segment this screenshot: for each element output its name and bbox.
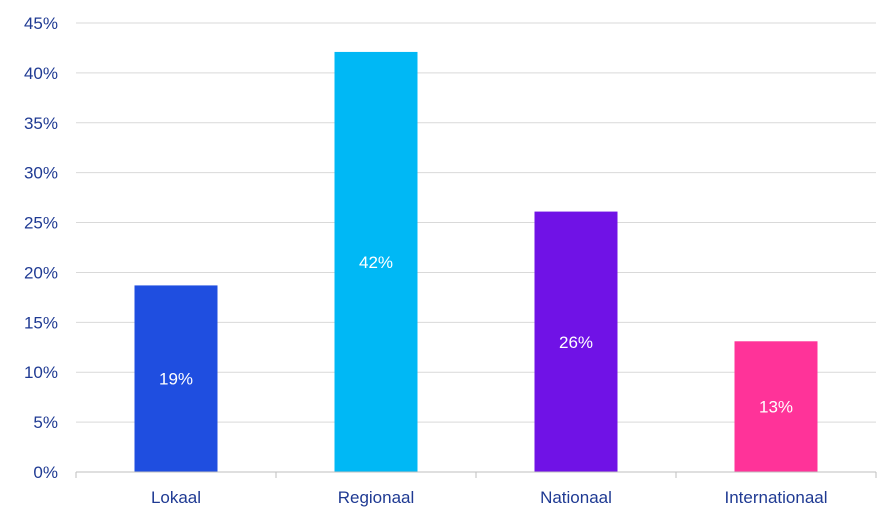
bars bbox=[134, 51, 818, 473]
category-label-lokaal: Lokaal bbox=[151, 488, 201, 507]
y-tick-label: 5% bbox=[33, 413, 58, 432]
y-tick-label: 0% bbox=[33, 463, 58, 482]
data-label-regionaal: 42% bbox=[359, 253, 393, 272]
y-tick-label: 10% bbox=[24, 363, 58, 382]
data-label-internationaal: 13% bbox=[759, 398, 793, 417]
y-tick-label: 20% bbox=[24, 263, 58, 282]
y-tick-label: 25% bbox=[24, 214, 58, 233]
x-axis bbox=[75, 471, 877, 478]
y-tick-label: 30% bbox=[24, 164, 58, 183]
category-label-nationaal: Nationaal bbox=[540, 488, 612, 507]
y-tick-label: 40% bbox=[24, 64, 58, 83]
data-label-lokaal: 19% bbox=[159, 370, 193, 389]
bar-internationaal bbox=[734, 341, 818, 472]
bar-nationaal bbox=[534, 211, 618, 472]
y-tick-label: 15% bbox=[24, 313, 58, 332]
category-label-regionaal: Regionaal bbox=[338, 488, 415, 507]
x-axis-category-labels: Lokaal Regionaal Nationaal Internationaal bbox=[151, 488, 828, 507]
bar-data-labels: 19% 42% 26% 13% bbox=[159, 253, 793, 417]
y-axis-tick-labels: 0% 5% 10% 15% 20% 25% 30% 35% 40% 45% bbox=[24, 14, 58, 482]
data-label-nationaal: 26% bbox=[559, 333, 593, 352]
category-label-internationaal: Internationaal bbox=[724, 488, 827, 507]
bar-lokaal bbox=[134, 285, 218, 472]
y-tick-label: 45% bbox=[24, 14, 58, 33]
y-tick-label: 35% bbox=[24, 114, 58, 133]
bar-regionaal bbox=[334, 51, 418, 473]
